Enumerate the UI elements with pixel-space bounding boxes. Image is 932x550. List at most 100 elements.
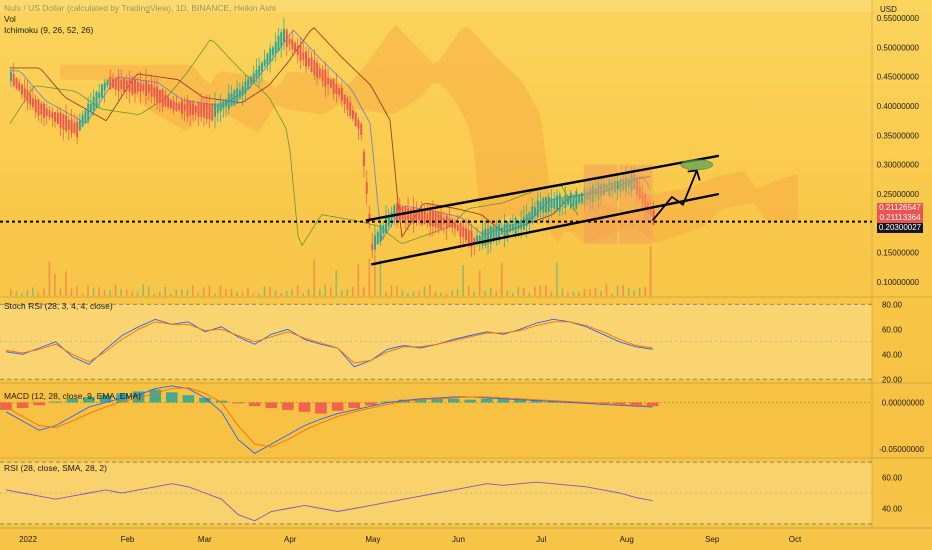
candle-body [178,103,181,111]
candle-body [473,237,476,245]
volume-bar [26,289,29,296]
rsi-axis-tick: 60.00 [882,474,903,483]
candle-body [531,206,534,223]
macd-histogram-bar [364,402,377,406]
candle-body [205,102,208,120]
volume-bar [147,286,150,296]
candle-body [40,103,43,115]
volume-bar [407,293,409,296]
volume-bar [241,292,244,296]
volume-bar [561,288,564,296]
macd-series-signal [5,387,653,448]
candle-body [164,94,167,106]
price-axis-tick: 0.15000000 [877,249,920,258]
volume-bar [175,289,178,296]
price-axis-tick: 0.50000000 [877,43,920,52]
candle-body [263,59,266,67]
macd-histogram-bar [298,402,311,412]
volume-bar [539,285,542,296]
volume-bar [269,286,271,296]
candle-body [511,223,514,231]
candle-body [84,110,87,123]
candle-body [37,99,40,116]
price-axis-tick: 0.40000000 [877,102,920,111]
volume-bar [456,289,459,296]
candle-body [376,232,379,244]
candle-body [426,213,429,222]
volume-bar [158,291,161,296]
macd-histogram-bar [398,399,410,403]
volume-bar [21,293,23,296]
price-axis-tick: 0.30000000 [877,161,920,170]
candle-body [260,62,263,72]
candle-body [230,93,233,106]
candle-body [225,99,228,107]
candle-body [495,226,498,240]
volume-bar [59,288,62,296]
volume-bar [109,289,111,296]
macd-histogram-bar [33,402,45,406]
candle-body [43,103,45,118]
price-axis-currency: USD [880,5,897,14]
candle-body [23,88,26,98]
rsi-title: RSI (28, close, SMA, 28, 2) [4,463,107,473]
candle-body [12,73,15,86]
candle-body [247,79,250,90]
macd-histogram-bar [182,395,195,403]
candle-body [553,198,556,209]
macd-histogram-bar [132,391,145,403]
volume-bar [296,284,299,296]
volume-bar [324,284,327,296]
macd-histogram-bar [16,402,29,409]
candle-body [169,100,172,108]
volume-bar [534,286,536,296]
volume-bar [236,291,238,296]
candle-body [167,97,170,108]
volume-bar [644,286,646,296]
projection-path [651,170,698,221]
volume-bar [352,286,354,296]
volume-bar [473,291,475,296]
volume-bar [214,293,216,296]
macd-histogram-bar [630,402,642,406]
candle-body [652,209,655,226]
volume-bar [423,286,426,296]
time-axis-tick: Sep [705,535,720,544]
candle-body [117,77,120,92]
candle-body [92,96,95,112]
volume-bar [390,284,393,296]
candle-body [101,84,103,98]
time-axis-tick: May [365,535,380,544]
candle-body [208,103,211,120]
candle-body [517,221,520,230]
candle-body [81,115,84,127]
volume-bar [136,291,139,296]
candle-body [327,77,330,85]
candle-body [484,228,487,246]
candle-body [172,101,175,111]
candle-body [255,69,258,79]
candle-body [216,103,219,113]
candle-body [318,68,321,78]
candle-body [145,80,148,96]
candle-body [572,195,575,206]
candle-body [440,212,443,230]
candle-body [128,79,131,93]
candle-body [616,181,619,190]
volume-bar [192,285,194,296]
candle-body [109,76,112,90]
macd-histogram-bar [83,396,95,403]
candle-body [305,51,308,67]
volume-bar [451,290,453,296]
candle-body [506,221,509,237]
price-axis-tick: 0.45000000 [877,73,920,82]
volume-indicator-label[interactable]: Vol [4,14,16,24]
candle-body [525,214,528,227]
ichimoku-cloud [60,24,798,246]
volume-bar [54,273,56,296]
time-axis-tick: Oct [789,535,802,544]
volume-bar [489,287,492,296]
candle-body [194,106,197,113]
ichimoku-indicator-label[interactable]: Ichimoku (9, 26, 52, 26) [4,25,94,35]
